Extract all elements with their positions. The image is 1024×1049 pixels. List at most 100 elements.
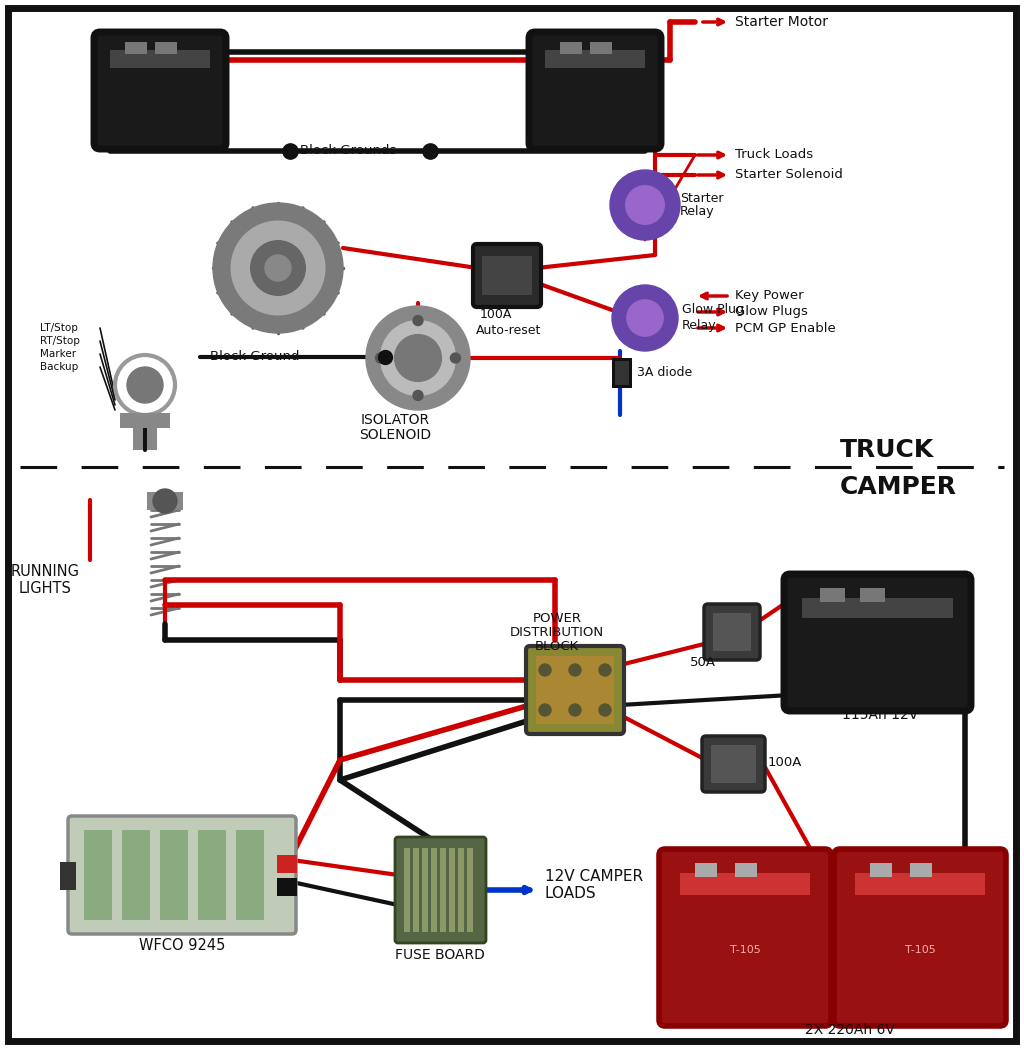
FancyBboxPatch shape [529,33,662,149]
Bar [458,848,464,932]
Text: RT/Stop: RT/Stop [40,336,80,346]
Bar [680,873,810,895]
Circle shape [599,664,611,676]
Circle shape [569,664,581,676]
Bar [110,50,210,68]
Circle shape [599,704,611,716]
Bar [545,50,645,68]
Text: Relay: Relay [680,206,715,218]
Text: ISOLATOR: ISOLATOR [360,413,429,427]
FancyBboxPatch shape [705,604,760,660]
Text: RUNNING
LIGHTS: RUNNING LIGHTS [10,563,80,596]
Text: Relay: Relay [682,319,717,331]
Circle shape [394,335,441,382]
Circle shape [569,704,581,716]
Bar [278,855,297,873]
Circle shape [451,354,461,363]
Circle shape [381,321,456,395]
Text: Block Grounds: Block Grounds [300,145,396,157]
Text: 2X 220Ah 6V: 2X 220Ah 6V [805,1023,895,1037]
Circle shape [213,204,343,333]
Text: 50A: 50A [690,657,716,669]
Circle shape [366,306,470,410]
FancyBboxPatch shape [784,574,971,711]
FancyBboxPatch shape [473,244,541,307]
Circle shape [612,285,678,351]
Bar [855,873,985,895]
Circle shape [413,390,423,401]
Bar [860,588,885,602]
Text: Starter Solenoid: Starter Solenoid [735,169,843,181]
Bar [84,830,112,920]
Text: 12V CAMPER
LOADS: 12V CAMPER LOADS [545,869,643,901]
Text: LT/Stop: LT/Stop [40,323,78,333]
Text: CAMPER: CAMPER [840,475,957,499]
Text: Marker: Marker [40,349,76,359]
Text: 3A diode: 3A diode [637,365,692,379]
Bar [449,848,455,932]
Text: SOLENOID: SOLENOID [359,428,431,442]
Bar [120,413,170,428]
Text: Key Power: Key Power [735,290,804,302]
Bar [278,878,297,896]
Bar [615,361,629,385]
Bar [590,42,612,53]
Text: FUSE BOARD: FUSE BOARD [395,948,485,962]
Bar [612,358,632,388]
FancyBboxPatch shape [659,849,831,1026]
Bar [198,830,226,920]
Text: Starter Motor: Starter Motor [735,15,828,29]
Bar [133,425,143,450]
Bar [820,588,845,602]
Bar [122,830,150,920]
Circle shape [265,255,291,281]
Bar [413,848,419,932]
Bar [711,745,756,783]
Text: PCM GP Enable: PCM GP Enable [735,321,836,335]
Text: Backup: Backup [40,362,78,372]
Circle shape [127,367,163,403]
Bar [125,42,147,53]
Circle shape [231,221,325,315]
Bar [802,598,953,618]
Bar [404,848,410,932]
Bar [155,42,177,53]
Text: TRUCK: TRUCK [840,438,934,462]
FancyBboxPatch shape [526,646,624,734]
Circle shape [539,704,551,716]
Circle shape [626,186,665,224]
Text: BLOCK: BLOCK [535,640,580,652]
Text: WFCO 9245: WFCO 9245 [139,938,225,952]
Text: Glow Plug: Glow Plug [682,303,744,317]
Text: T-105: T-105 [730,945,761,955]
FancyBboxPatch shape [94,33,226,149]
Bar [482,256,532,295]
Bar [910,863,932,877]
Bar [147,425,157,450]
Bar [236,830,264,920]
Bar [431,848,437,932]
Bar [422,848,428,932]
Circle shape [627,300,664,336]
Bar [60,862,76,890]
Text: Glow Plugs: Glow Plugs [735,305,808,319]
Bar [536,656,614,724]
Bar [713,613,751,651]
Bar [695,863,717,877]
Bar [560,42,582,53]
Circle shape [251,240,305,296]
Circle shape [610,170,680,240]
Circle shape [376,354,386,363]
Text: T-105: T-105 [904,945,935,955]
Text: DISTRIBUTION: DISTRIBUTION [510,625,604,639]
Bar [440,848,446,932]
Circle shape [413,316,423,325]
Text: Starter: Starter [680,192,724,205]
Text: Truck Loads: Truck Loads [735,149,813,162]
FancyBboxPatch shape [68,816,296,934]
Text: Auto-reset: Auto-reset [476,323,542,337]
Circle shape [539,664,551,676]
Text: POWER: POWER [532,612,582,624]
Text: 115Ah 12V: 115Ah 12V [842,708,919,722]
Bar [147,492,183,510]
